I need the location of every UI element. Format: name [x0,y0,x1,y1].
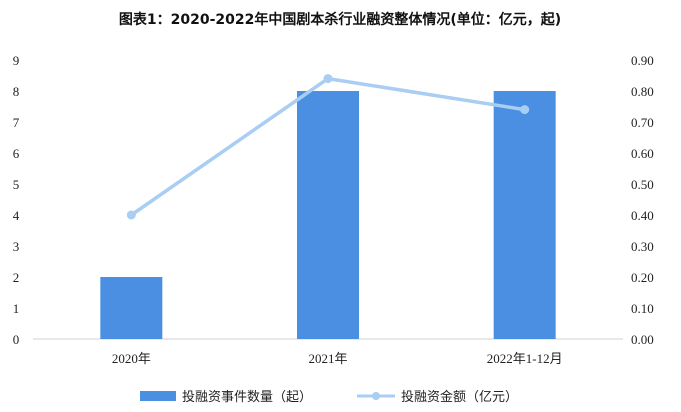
right-axis-tick-label: 0.70 [631,115,654,130]
line-point [323,74,333,84]
legend-label-line: 投融资金额（亿元） [401,389,518,405]
left-axis-tick-label: 4 [13,208,20,223]
left-axis-tick-label: 2 [13,270,20,285]
legend-swatch-marker [372,392,380,400]
category-label: 2021年 [308,351,347,366]
line-point [126,210,136,220]
right-axis-tick-label: 0.60 [631,146,654,161]
left-axis-tick-label: 7 [13,115,20,130]
left-axis-tick-label: 0 [13,332,20,347]
right-axis-tick-label: 0.20 [631,270,654,285]
right-axis-tick-label: 0.30 [631,239,654,254]
category-label: 2020年 [112,351,151,366]
right-axis-tick-label: 0.80 [631,84,654,99]
legend: 投融资事件数量（起） 投融资金额（亿元） [140,389,518,405]
right-axis-tick-label: 0.50 [631,177,654,192]
left-axis-tick-label: 9 [13,53,20,68]
left-axis-tick-label: 3 [13,239,20,254]
left-axis-ticks: 0 1 2 3 4 5 6 7 8 9 [13,53,20,347]
right-axis-tick-label: 0.10 [631,301,654,316]
left-axis-tick-label: 8 [13,84,20,99]
legend-swatch-bar [140,391,176,401]
right-axis-ticks: 0.00 0.10 0.20 0.30 0.40 0.50 0.60 0.70 0.80 0.90 [631,53,654,347]
line-point [520,105,530,115]
legend-label-bar: 投融资事件数量（起） [182,389,312,405]
line-series [126,74,530,220]
bar [493,91,556,339]
category-labels: 2020年 2021年 2022年1-12月 [112,351,563,366]
category-label: 2022年1-12月 [487,351,563,366]
bar [100,277,163,339]
right-axis-tick-label: 0.90 [631,53,654,68]
bar [297,91,359,339]
left-axis-tick-label: 6 [13,146,20,161]
right-axis-tick-label: 0.40 [631,208,654,223]
left-axis-tick-label: 5 [13,177,20,192]
bar-series [100,91,556,339]
left-axis-tick-label: 1 [13,301,20,316]
chart-title: 图表1：2020-2022年中国剧本杀行业融资整体情况(单位：亿元，起) [119,11,561,28]
right-axis-tick-label: 0.00 [631,332,654,347]
